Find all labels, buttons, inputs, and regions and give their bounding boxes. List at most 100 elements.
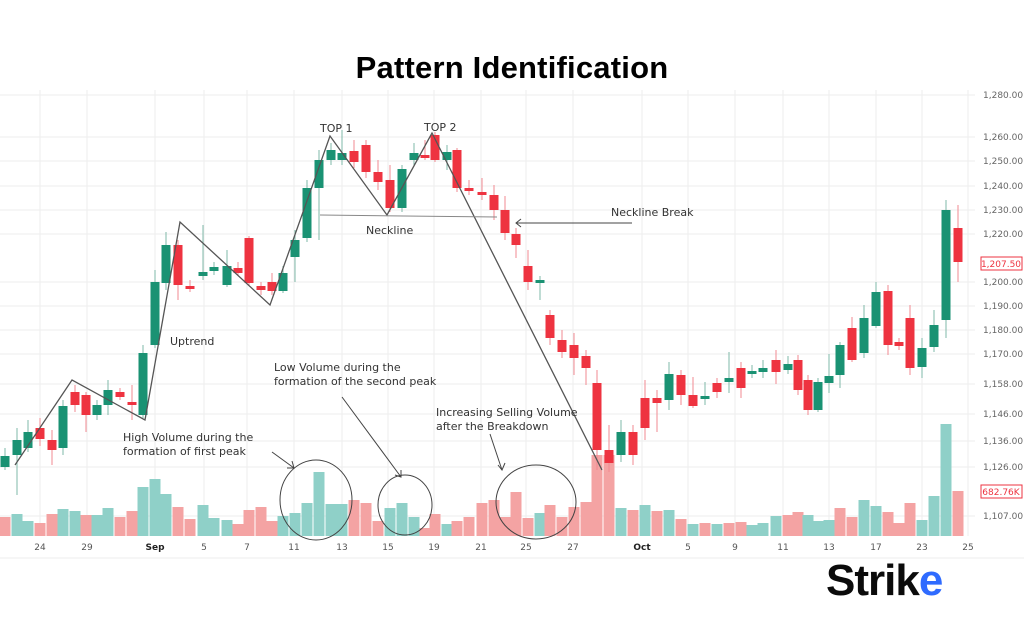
candle — [813, 382, 823, 410]
candle — [712, 383, 722, 392]
volume-bar — [325, 504, 337, 536]
volume-bar — [544, 505, 556, 536]
candle — [628, 432, 638, 455]
candle — [138, 353, 148, 415]
candle — [12, 440, 22, 455]
candle — [835, 345, 845, 375]
candle — [430, 135, 440, 160]
candle — [824, 376, 834, 383]
candle — [23, 432, 33, 448]
candle — [894, 342, 904, 346]
candle — [523, 266, 533, 282]
volume-bar — [882, 512, 894, 536]
svg-text:25: 25 — [962, 543, 973, 553]
candle — [58, 406, 68, 448]
volume-bar — [419, 528, 431, 536]
candle — [953, 228, 963, 262]
svg-text:1,170.00: 1,170.00 — [983, 350, 1023, 360]
candles — [0, 130, 963, 495]
candle — [35, 428, 45, 439]
candle — [198, 272, 208, 276]
candle — [185, 286, 195, 289]
volume-bar — [102, 508, 114, 536]
volume-bar — [34, 523, 46, 536]
volume-bar — [301, 503, 313, 536]
candle — [373, 172, 383, 182]
volume-bar — [846, 517, 858, 536]
svg-text:682.76K: 682.76K — [982, 488, 1020, 498]
volume-bar — [22, 521, 34, 536]
circle-first-peak-volume — [279, 459, 353, 541]
candle — [883, 291, 893, 345]
svg-text:1,250.00: 1,250.00 — [983, 157, 1023, 167]
svg-text:High Volume during the: High Volume during the — [123, 431, 253, 444]
volume-bar — [916, 520, 928, 536]
svg-text:1,107.00: 1,107.00 — [983, 512, 1023, 522]
svg-text:17: 17 — [870, 543, 881, 553]
svg-text:Neckline Break: Neckline Break — [611, 206, 694, 219]
candle — [500, 210, 510, 233]
volume-bar — [534, 513, 546, 536]
candle — [758, 368, 768, 372]
candle — [905, 318, 915, 368]
candle — [464, 188, 474, 191]
svg-text:13: 13 — [823, 543, 834, 553]
volume-bar — [488, 500, 500, 536]
volume-bar — [114, 517, 126, 536]
volume-bar — [184, 519, 196, 536]
svg-text:Sep: Sep — [145, 543, 165, 553]
volume-bar — [782, 515, 794, 536]
volume-bar — [208, 518, 220, 536]
svg-text:24: 24 — [34, 543, 46, 553]
volume-bar — [137, 487, 149, 536]
candle — [941, 210, 951, 320]
date-axis: 24 29 Sep 5 7 11 13 15 19 21 25 27 Oct 5 9 11 13 17 23 25 — [34, 543, 973, 553]
volume-bar — [46, 514, 58, 536]
last-price-badge: 1,207.50 — [980, 256, 1023, 271]
candle — [640, 398, 650, 428]
pattern-lines — [14, 131, 603, 471]
volume-bar — [243, 510, 255, 536]
candle — [420, 155, 430, 158]
candle — [545, 315, 555, 338]
price-axis: 1,280.00 1,260.00 1,250.00 1,240.00 1,230.00… — [983, 91, 1023, 522]
candle — [302, 188, 312, 238]
svg-text:25: 25 — [520, 543, 531, 553]
volume-bars — [0, 424, 964, 536]
candle — [871, 292, 881, 326]
candle — [581, 356, 591, 368]
svg-text:TOP 2: TOP 2 — [423, 121, 457, 134]
volume-bar — [522, 518, 534, 536]
volume-bar — [91, 515, 103, 536]
candle — [233, 268, 243, 273]
candle — [793, 360, 803, 390]
svg-text:Low Volume during the: Low Volume during the — [274, 361, 401, 374]
volume-bar — [232, 524, 244, 536]
volume-bar — [384, 508, 396, 536]
candle — [103, 390, 113, 405]
volume-bar — [396, 503, 408, 536]
volume-bar — [255, 507, 267, 536]
candle — [290, 240, 300, 257]
svg-text:1,158.00: 1,158.00 — [983, 380, 1023, 390]
volume-bar — [746, 525, 758, 536]
volume-bar — [928, 496, 940, 536]
candle — [115, 392, 125, 397]
volume-bar — [870, 506, 882, 536]
svg-text:11: 11 — [288, 543, 299, 553]
candle — [569, 345, 579, 358]
candle — [278, 273, 288, 291]
volume-bar — [952, 491, 964, 536]
candle — [361, 145, 371, 172]
volume-bar — [510, 492, 522, 536]
candle — [511, 234, 521, 245]
volume-bar — [277, 516, 289, 536]
logo-e: e — [918, 556, 944, 605]
candle — [349, 151, 359, 162]
candle — [47, 440, 57, 450]
volume-bar — [126, 511, 138, 536]
volume-bar — [441, 524, 453, 536]
volume-bar — [429, 514, 441, 536]
candle — [337, 153, 347, 160]
candle — [173, 245, 183, 285]
